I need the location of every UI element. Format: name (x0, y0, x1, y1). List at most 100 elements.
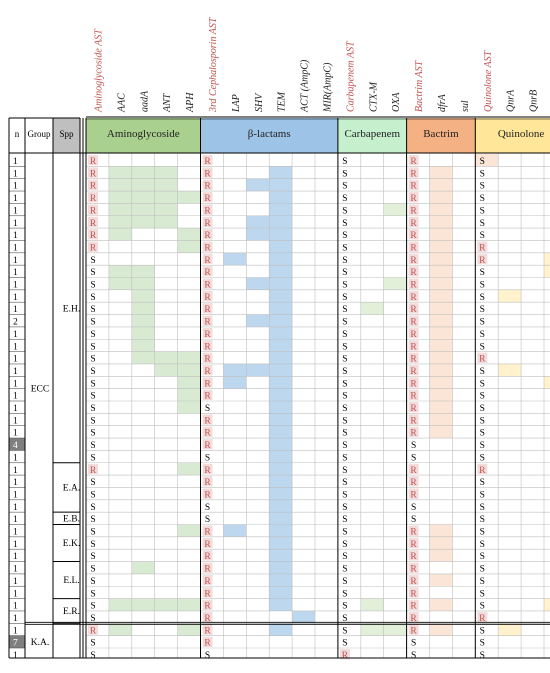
gene-presence-cell (429, 363, 453, 377)
gene-presence-cell (429, 289, 453, 303)
ast-value: R (204, 169, 211, 179)
ast-value: S (480, 367, 485, 377)
ast-value: S (90, 552, 95, 562)
ast-value: S (342, 466, 347, 476)
gene-presence-cell (269, 228, 293, 241)
n-value: 1 (13, 182, 18, 192)
ast-value: S (90, 528, 95, 538)
ast-value: S (342, 293, 347, 303)
ast-value: S (480, 404, 485, 414)
gene-presence-cell (154, 178, 178, 192)
ast-value: S (342, 157, 347, 167)
n-highlight (9, 438, 25, 451)
ast-value: S (90, 379, 95, 389)
ast-value: S (342, 577, 347, 587)
ast-value: R (410, 256, 417, 266)
ast-value: S (205, 651, 210, 661)
ast-value: R (204, 552, 211, 562)
resistant-highlight (88, 216, 98, 228)
ast-value: S (90, 404, 95, 414)
ast-value: R (410, 231, 417, 241)
ast-value: S (480, 281, 485, 291)
gene-presence-cell (131, 191, 155, 204)
ast-value: S (342, 478, 347, 488)
ast-value: S (480, 540, 485, 550)
ast-value: R (204, 490, 211, 500)
gene-presence-cell (269, 376, 293, 389)
ast-value: S (90, 367, 95, 377)
resistant-highlight (408, 315, 419, 326)
category-label: Bactrim (423, 128, 459, 140)
gene-presence-cell (269, 438, 293, 451)
gene-presence-cell (108, 265, 132, 278)
n-value: 1 (13, 589, 18, 599)
ast-value: S (342, 219, 347, 229)
ast-value: R (479, 256, 486, 266)
ast-value: R (204, 268, 211, 278)
ast-value: S (90, 490, 95, 500)
ast-value: S (90, 515, 95, 525)
gene-presence-cell (544, 598, 550, 611)
n-value: 1 (13, 466, 18, 476)
gene-presence-cell (177, 598, 201, 611)
resistant-highlight (408, 241, 419, 252)
ast-value: S (411, 453, 416, 463)
spp-label: E.R. (63, 607, 80, 617)
gene-presence-cell (131, 203, 155, 216)
resistant-highlight (408, 327, 419, 339)
gene-presence-cell (131, 166, 155, 179)
ast-value: S (90, 305, 95, 315)
ast-value: R (410, 169, 417, 179)
resistant-highlight (202, 624, 213, 635)
resistant-highlight (202, 315, 213, 326)
resistant-highlight (408, 463, 419, 475)
gene-presence-cell (269, 573, 293, 587)
ast-value: R (410, 367, 417, 377)
resistant-highlight (202, 636, 213, 647)
ast-value: R (204, 416, 211, 426)
resistant-highlight (88, 179, 98, 191)
resistant-highlight (202, 327, 213, 339)
resistant-highlight (202, 562, 213, 573)
resistant-highlight (408, 562, 419, 573)
ast-value: R (204, 565, 211, 575)
gene-presence-cell (498, 363, 522, 377)
gene-presence-cell (429, 166, 453, 179)
ast-value: R (410, 589, 417, 599)
gene-presence-cell (429, 351, 453, 364)
ast-value: S (90, 281, 95, 291)
ast-value: R (204, 540, 211, 550)
gene-presence-cell (429, 203, 453, 216)
n-value: 1 (13, 157, 18, 167)
gene-presence-cell (498, 623, 522, 636)
ast-value: S (342, 552, 347, 562)
ast-value: S (342, 416, 347, 426)
resistant-highlight (202, 204, 213, 215)
ast-value: S (480, 194, 485, 204)
ast-value: R (204, 157, 211, 167)
gene-presence-cell (269, 289, 293, 303)
n-value: 1 (13, 256, 18, 266)
ast-value: R (204, 342, 211, 352)
ast-value: S (90, 416, 95, 426)
n-value: 1 (13, 429, 18, 439)
ast-value: S (205, 453, 210, 463)
ast-value: S (342, 268, 347, 278)
gene-presence-cell (154, 203, 178, 216)
gene-presence-cell (246, 277, 270, 290)
category-label: Carbapenem (344, 128, 400, 140)
ast-value: S (480, 330, 485, 340)
ast-value: R (90, 243, 97, 253)
resistant-highlight (202, 426, 213, 438)
gene-presence-cell (246, 215, 270, 229)
resistant-highlight (88, 463, 98, 475)
gene-presence-cell (269, 363, 293, 377)
ast-value: S (480, 503, 485, 513)
gene-presence-cell (108, 228, 132, 241)
gene-presence-cell (429, 598, 453, 611)
n-value: 1 (13, 404, 18, 414)
ast-value: S (480, 602, 485, 612)
ast-value: S (342, 281, 347, 291)
gene-presence-cell (544, 376, 550, 389)
resistant-highlight (202, 537, 213, 549)
